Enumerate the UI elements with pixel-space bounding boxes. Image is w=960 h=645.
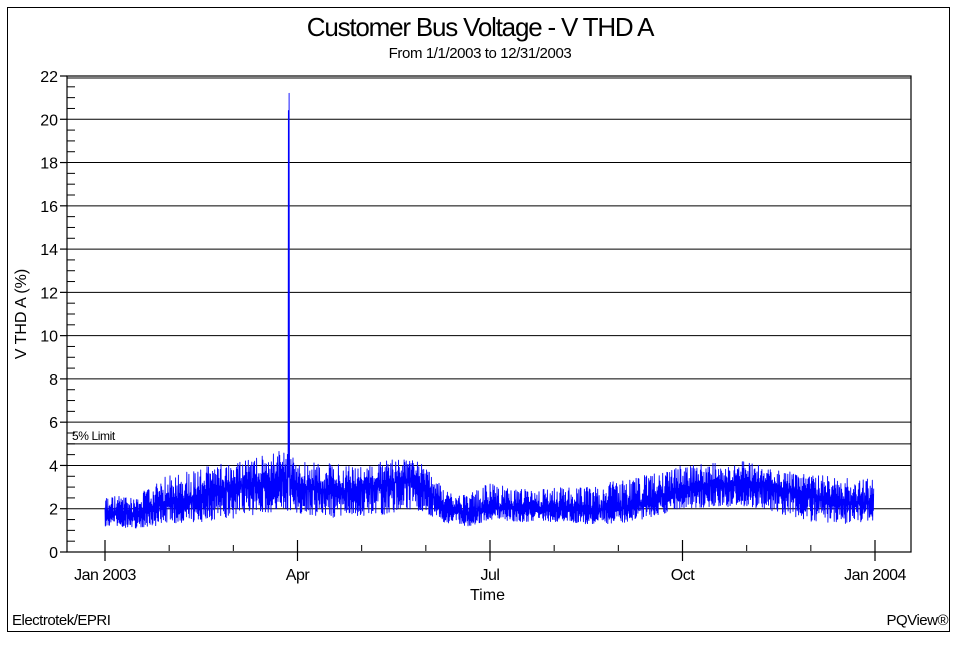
x-tick-label: Jul bbox=[481, 567, 500, 584]
chart-title: Customer Bus Voltage - V THD A bbox=[306, 12, 655, 42]
footer-credit: Electrotek/EPRI bbox=[12, 612, 111, 629]
y-tick-label: 12 bbox=[40, 285, 58, 302]
x-tick-label: Apr bbox=[286, 567, 311, 584]
y-tick-label: 14 bbox=[40, 242, 58, 259]
y-tick-label: 4 bbox=[49, 458, 58, 475]
limit-label: 5% Limit bbox=[72, 429, 116, 443]
x-tick-label: Oct bbox=[671, 567, 695, 584]
y-tick-label: 18 bbox=[40, 156, 58, 173]
y-tick-label: 2 bbox=[49, 502, 58, 519]
y-tick-label: 10 bbox=[40, 329, 58, 346]
y-tick-label: 22 bbox=[40, 69, 58, 86]
chart-frame bbox=[7, 7, 950, 632]
y-tick-label: 20 bbox=[40, 112, 58, 129]
chart-subtitle: From 1/1/2003 to 12/31/2003 bbox=[388, 45, 572, 62]
x-tick-label: Jan 2003 bbox=[74, 567, 136, 584]
y-tick-label: 8 bbox=[49, 372, 58, 389]
x-axis-label: Time bbox=[470, 587, 505, 604]
series-line bbox=[104, 92, 875, 529]
footer-brand: PQView® bbox=[886, 612, 949, 629]
y-tick-label: 6 bbox=[49, 415, 58, 432]
y-tick-label: 0 bbox=[49, 545, 58, 562]
y-tick-label: 16 bbox=[40, 199, 58, 216]
x-tick-label: Jan 2004 bbox=[844, 567, 906, 584]
